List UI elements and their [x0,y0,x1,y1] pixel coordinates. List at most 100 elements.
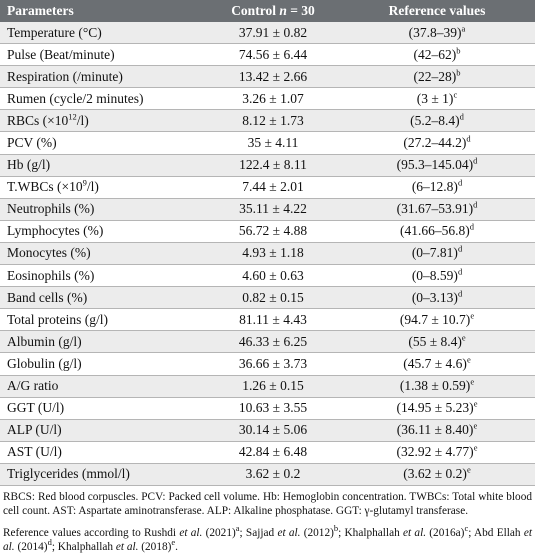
header-control: Control n = 30 [207,0,339,22]
reference-value-cell: (5.2–8.4)d [339,109,535,133]
reference-range: (5.2–8.4) [410,112,460,128]
parameter-name: RBCs (×10 [7,112,69,128]
reference-value-cell: (31.67–53.91)d [339,198,535,221]
control-value: 8.12 ± 1.73 [207,109,339,133]
parameter-name: A/G ratio [7,378,59,394]
table-row: RBCs (×1012/l) 8.12 ± 1.73 (5.2–8.4)d [0,109,535,133]
reference-source-marker: b [456,45,461,56]
reference-author: Reference values according to Rushdi [3,526,180,539]
control-value: 35.11 ± 4.22 [207,198,339,221]
parameter-cell: Respiration (/minute) [0,65,207,89]
parameter-cell: Total proteins (g/l) [0,308,207,332]
parameter-name: T.WBCs (×10 [7,179,83,195]
reference-separator: ; [51,541,58,554]
parameter-name: Temperature (°C) [7,24,102,40]
parameter-name: Albumin (g/l) [7,333,82,349]
reference-author: Khalphallah [344,526,403,539]
table-row: Respiration (/minute) 13.42 ± 2.66 (22–28)… [0,65,535,89]
control-value: 3.62 ± 0.2 [207,463,339,486]
reference-marker: e [171,537,176,548]
control-value: 3.26 ± 1.07 [207,87,339,111]
table-row: Triglycerides (mmol/l) 3.62 ± 0.2 (3.62 ± … [0,463,535,486]
reference-range: (37.8–39) [408,24,462,40]
reference-range: (41.66–56.8) [400,223,470,239]
table-row: Total proteins (g/l) 81.11 ± 4.43 (94.7 ± … [0,308,535,332]
reference-value-cell: (22–28)b [339,65,535,89]
reference-value-cell: (94.7 ± 10.7)e [339,308,535,332]
reference-source-marker: e [461,332,466,343]
reference-range: (32.92 ± 4.77) [396,444,474,460]
parameter-cell: Neutrophils (%) [0,198,207,221]
control-value: 35 ± 4.11 [207,131,339,155]
reference-value-cell: (37.8–39)a [339,22,535,45]
reference-source-marker: e [473,398,478,409]
parameter-cell: A/G ratio [0,375,207,398]
control-value: 36.66 ± 3.73 [207,352,339,376]
reference-etal: et al. [115,541,139,554]
parameter-cell: Eosinophils (%) [0,264,207,288]
abbreviations-note: RBCS: Red blood corpuscles. PCV: Packed … [3,490,532,518]
header-control-suffix: = 30 [286,3,315,18]
reference-source-marker: c [453,89,458,100]
reference-source-marker: e [473,442,478,453]
header-control-n: n [279,3,287,18]
parameter-cell: AST (U/l) [0,441,207,464]
reference-range: (1.38 ± 0.59) [399,378,471,394]
reference-range: (36.11 ± 8.40) [396,422,474,438]
parameter-cell: Triglycerides (mmol/l) [0,463,207,486]
parameter-name: Lymphocytes (%) [7,223,104,239]
parameter-name: ALP (U/l) [7,422,62,438]
reference-author: Khalphallah [57,541,116,554]
control-value: 74.56 ± 6.44 [207,43,339,67]
control-value: 7.44 ± 2.01 [207,176,339,199]
table-row: A/G ratio 1.26 ± 0.15 (1.38 ± 0.59)e [0,375,535,398]
reference-range: (94.7 ± 10.7) [399,311,471,327]
reference-range: (3.62 ± 0.2) [403,466,467,482]
parameter-exponent: 9 [82,177,87,188]
reference-year: (2018) [138,541,172,554]
reference-etal: et al. [3,526,532,554]
reference-etal: et al. [403,526,427,539]
reference-source-marker: d [457,243,463,254]
reference-author: Sajjad [245,526,278,539]
parameter-unit-tail: /l) [86,179,99,195]
parameter-name: Monocytes (%) [7,245,91,261]
reference-year: (2021) [202,526,236,539]
table-row: Eosinophils (%) 4.60 ± 0.63 (0–8.59)d [0,264,535,288]
parameter-name: Rumen (cycle/2 minutes) [7,90,144,106]
reference-source-marker: d [473,155,478,166]
reference-values-table: Parameters Control n = 30 Reference valu… [0,0,535,486]
reference-separator: . [175,541,178,554]
reference-source-marker: d [457,266,463,277]
reference-value-cell: (55 ± 8.4)e [339,330,535,354]
control-value: 42.84 ± 6.48 [207,441,339,464]
reference-range: (6–12.8) [411,179,458,195]
control-value: 0.82 ± 0.15 [207,286,339,310]
reference-separator: ; [468,526,474,539]
parameter-exponent: 12 [68,111,77,122]
reference-range: (95.3–145.04) [396,157,474,173]
parameter-cell: GGT (U/l) [0,397,207,420]
control-value: 37.91 ± 0.82 [207,22,339,45]
reference-range: (45.7 ± 4.6) [403,355,467,371]
reference-value-cell: (3 ± 1)c [339,87,535,111]
reference-range: (0–7.81) [411,245,458,261]
table-row: Globulin (g/l) 36.66 ± 3.73 (45.7 ± 4.6)e [0,352,535,376]
table-row: PCV (%) 35 ± 4.11 (27.2–44.2)d [0,131,535,155]
control-value: 4.93 ± 1.18 [207,242,339,266]
reference-separator: ; [338,526,345,539]
reference-value-cell: (0–7.81)d [339,242,535,266]
control-value: 56.72 ± 4.88 [207,220,339,243]
header-reference-values: Reference values [339,0,535,22]
table-row: T.WBCs (×109/l) 7.44 ± 2.01 (6–12.8)d [0,176,535,199]
parameter-name: Respiration (/minute) [7,68,123,84]
header-row: Parameters Control n = 30 Reference valu… [0,0,535,22]
reference-value-cell: (6–12.8)d [339,176,535,199]
reference-source-marker: e [466,354,471,365]
parameter-name: Band cells (%) [7,289,88,305]
reference-source-marker: b [456,67,461,78]
reference-source-marker: d [457,177,463,188]
table-row: Neutrophils (%) 35.11 ± 4.22 (31.67–53.91)… [0,198,535,221]
parameter-cell: RBCs (×1012/l) [0,109,207,133]
reference-source-marker: e [466,464,471,475]
